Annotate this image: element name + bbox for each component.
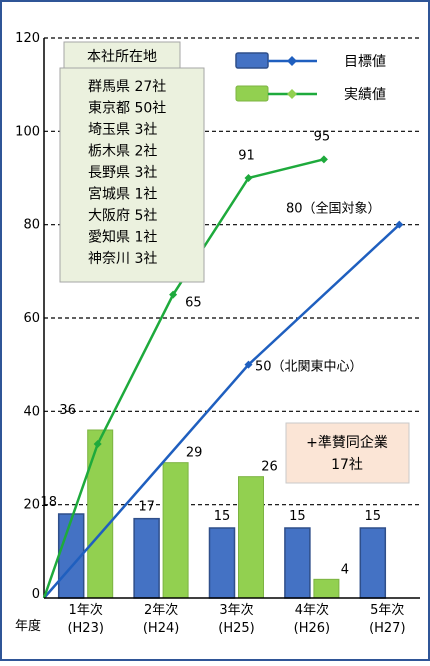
line-annotation: 50（北関東中心） bbox=[255, 359, 363, 375]
line-annotations-group: 50（北関東中心） 80（全国対象） 65 91 95 bbox=[185, 130, 380, 375]
bar-labels-group: 18 17 15 15 15 36 29 26 4 bbox=[40, 403, 381, 577]
bars-group bbox=[57, 429, 387, 599]
bar-target bbox=[359, 527, 387, 599]
head-office-row: 長野県 3社 bbox=[88, 165, 157, 181]
legend-swatch-target-bar bbox=[235, 52, 269, 69]
bar-value-label: 15 bbox=[289, 509, 306, 524]
bar-value-label: 29 bbox=[186, 446, 203, 461]
legend-marker-target bbox=[287, 56, 297, 66]
y-tick-label: 80 bbox=[23, 218, 40, 233]
grid-lines bbox=[43, 37, 420, 598]
bar-value-label: 15 bbox=[365, 509, 382, 524]
legend-swatch-actual-bar bbox=[235, 85, 269, 102]
head-office-row: 神奈川 3社 bbox=[88, 251, 157, 267]
bar-actual bbox=[87, 429, 114, 599]
head-office-row: 栃木県 2社 bbox=[88, 144, 157, 160]
y-tick-label: 60 bbox=[23, 311, 40, 326]
lines-group bbox=[42, 155, 404, 599]
bar-actual bbox=[238, 476, 264, 599]
series-marker bbox=[169, 290, 178, 299]
y-tick-label: 100 bbox=[15, 124, 40, 139]
x-tick-sublabel: (H27) bbox=[369, 621, 405, 636]
bar-target bbox=[133, 517, 160, 599]
note-line2: 17社 bbox=[331, 457, 363, 473]
x-tick-sublabel: (H23) bbox=[67, 621, 103, 636]
y-tick-label: 40 bbox=[23, 404, 40, 419]
bar-value-label: 18 bbox=[40, 495, 57, 510]
y-tick-label: 0 bbox=[32, 587, 40, 602]
line-annotation: 91 bbox=[238, 148, 255, 163]
series-marker bbox=[244, 174, 253, 182]
bar-target bbox=[284, 527, 311, 599]
series-marker bbox=[395, 220, 404, 229]
x-tick-sublabel: (H26) bbox=[294, 621, 330, 636]
head-office-row: 東京都 50社 bbox=[88, 101, 166, 117]
line-annotation: 95 bbox=[314, 130, 331, 145]
x-tick-label: 1年次 bbox=[69, 602, 103, 618]
x-tick-label: 5年次 bbox=[370, 602, 404, 618]
head-office-row: 大阪府 5社 bbox=[88, 208, 157, 224]
legend-label-actual: 実績値 bbox=[344, 87, 386, 103]
head-office-row: 埼玉県 3社 bbox=[88, 122, 157, 138]
legend: 目標値 実績値 bbox=[235, 52, 386, 103]
bar-value-label: 26 bbox=[261, 460, 278, 475]
note-box: +準賛同企業 17社 bbox=[285, 422, 410, 484]
head-office-row: 宮城県 1社 bbox=[88, 187, 157, 203]
series-marker bbox=[319, 155, 328, 164]
note-line1: +準賛同企業 bbox=[306, 434, 388, 451]
x-tick-sublabel: (H25) bbox=[218, 621, 254, 636]
bar-value-label: 15 bbox=[214, 509, 231, 524]
legend-label-target: 目標値 bbox=[344, 54, 386, 70]
bar-value-label: 36 bbox=[59, 403, 76, 418]
legend-marker-actual bbox=[287, 89, 297, 99]
series-marker bbox=[93, 440, 102, 448]
y-tick-labels: 0 20 40 60 80 100 120 bbox=[15, 31, 40, 602]
head-office-title: 本社所在地 bbox=[87, 49, 157, 65]
x-axis-title: 年度 bbox=[15, 618, 41, 634]
x-axis: 1年次 (H23) 2年次 (H24) 3年次 (H25) 4年次 (H26) 5年次 (H27)… bbox=[15, 597, 420, 636]
x-tick-sublabel: (H24) bbox=[143, 621, 179, 636]
y-tick-label: 120 bbox=[15, 31, 40, 46]
head-office-row: 愛知県 1社 bbox=[88, 229, 157, 246]
bar-actual bbox=[313, 578, 340, 599]
series-marker bbox=[244, 360, 253, 369]
y-tick-label: 20 bbox=[23, 498, 40, 513]
x-tick-label: 3年次 bbox=[219, 602, 253, 618]
x-tick-label: 4年次 bbox=[295, 602, 329, 618]
line-annotation: 80（全国対象） bbox=[286, 201, 381, 217]
bar-actual bbox=[162, 462, 189, 599]
head-office-row: 群馬県 27社 bbox=[88, 79, 166, 95]
x-tick-label: 2年次 bbox=[144, 602, 178, 618]
line-annotation: 65 bbox=[185, 296, 202, 311]
bar-value-label: 17 bbox=[138, 500, 155, 515]
bar-value-label: 4 bbox=[341, 562, 349, 577]
bar-target bbox=[208, 527, 236, 599]
